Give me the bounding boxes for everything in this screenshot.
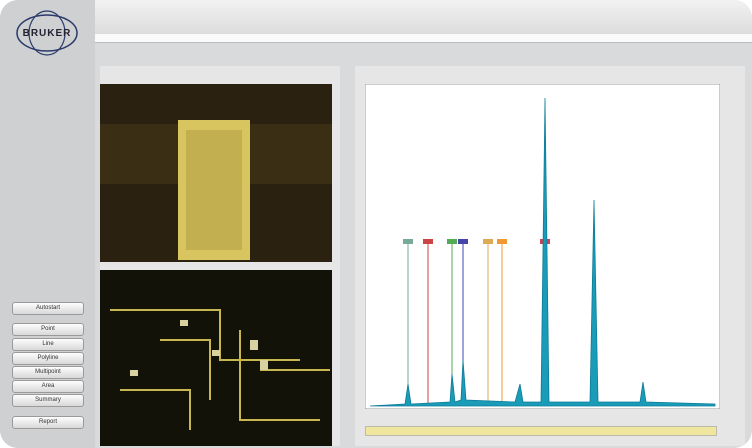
- spectrum-chart: [365, 84, 720, 409]
- sidebar-button[interactable]: Summary: [12, 394, 84, 407]
- sidebar-button[interactable]: Multipoint: [12, 366, 84, 379]
- logo: BRUKER: [22, 28, 72, 39]
- sidebar-button[interactable]: Area: [12, 380, 84, 393]
- toolbar: [95, 0, 752, 35]
- logo-graphic: [16, 10, 78, 56]
- optical-image: [100, 84, 332, 262]
- path-bar: [95, 34, 752, 43]
- sidebar-button[interactable]: Point: [12, 323, 84, 336]
- status-bar: [365, 426, 717, 436]
- circuit-image: [100, 270, 332, 446]
- sidebar-button[interactable]: Report: [12, 416, 84, 429]
- sidebar-button[interactable]: Line: [12, 338, 84, 351]
- sidebar-button[interactable]: Autostart: [12, 302, 84, 315]
- sidebar-button[interactable]: Polyline: [12, 352, 84, 365]
